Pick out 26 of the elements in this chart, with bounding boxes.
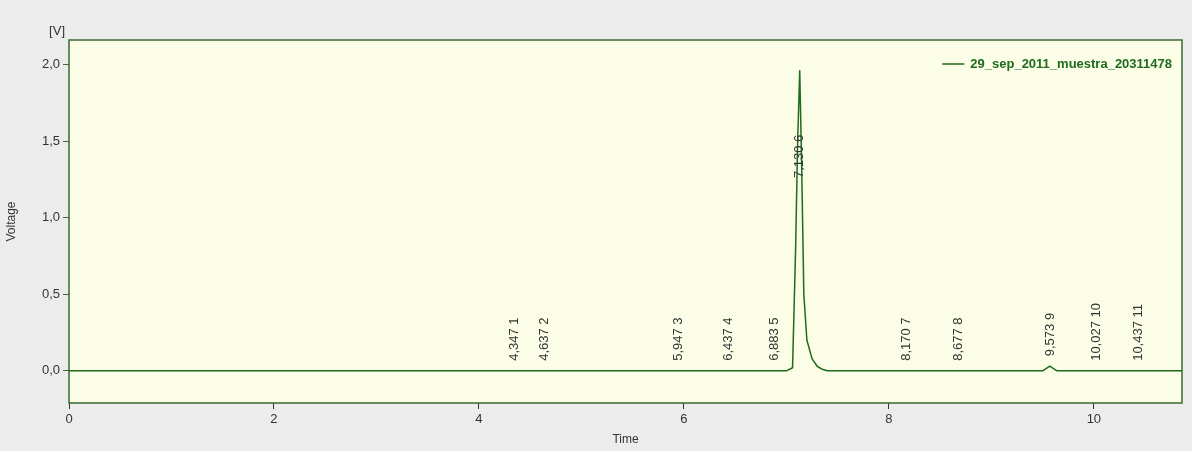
x-tick-label: 10 [1086, 411, 1102, 427]
annotation: 4,347 1 [506, 317, 522, 361]
x-tick-label: 8 [885, 411, 893, 427]
annotation: 6,883 5 [765, 317, 781, 361]
y-tick-label: 2,0 [41, 56, 60, 72]
x-tick-label: 4 [475, 411, 483, 427]
annotation: 10,437 11 [1130, 303, 1146, 361]
y-tick-label: 0,5 [41, 285, 60, 301]
annotation: 5,947 3 [670, 317, 686, 361]
y-tick-label: 1,0 [41, 209, 60, 225]
x-tick-label: 0 [65, 411, 73, 427]
annotation: 4,637 2 [535, 317, 551, 361]
annotation: 9,573 9 [1041, 312, 1057, 357]
annotation: 8,170 7 [897, 317, 913, 361]
annotation: 6,437 4 [720, 317, 736, 361]
y-tick-label: 1,5 [41, 132, 60, 148]
x-axis-title: Time [612, 432, 639, 447]
x-tick-label: 6 [680, 411, 688, 427]
text: [V] [49, 23, 65, 39]
annotation: 8,677 8 [949, 317, 965, 361]
annotation: 7,130 6 [791, 134, 807, 179]
x-tick-label: 2 [270, 411, 278, 427]
y-axis-title: Voltage [3, 201, 18, 242]
y-tick-label: 0,0 [41, 362, 60, 378]
annotation: 10,027 10 [1088, 302, 1104, 361]
legend-label: 29_sep_2011_muestra_20311478 [970, 55, 1172, 71]
